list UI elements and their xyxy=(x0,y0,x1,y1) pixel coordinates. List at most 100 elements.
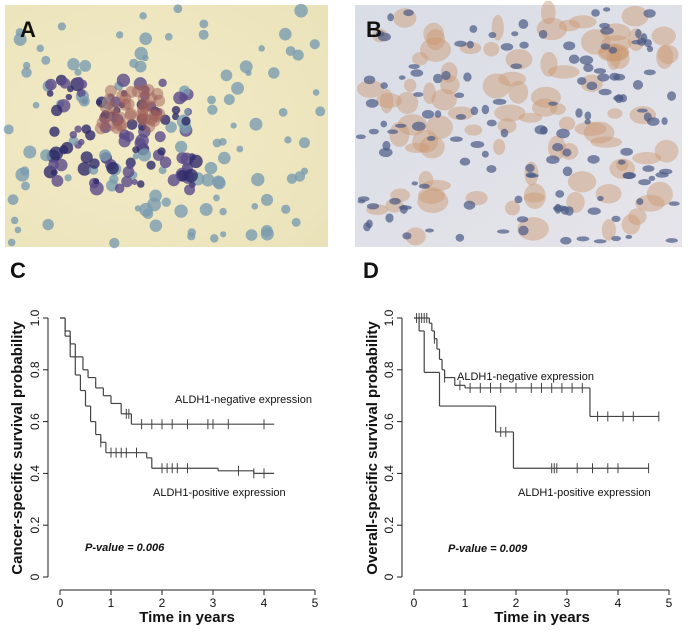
cell xyxy=(239,60,253,74)
nucleus xyxy=(613,95,624,102)
cell xyxy=(137,103,150,116)
cell xyxy=(74,68,82,76)
cell xyxy=(94,122,107,135)
cell xyxy=(124,107,137,120)
nucleus xyxy=(433,73,443,84)
y-tick-label: 1.0 xyxy=(28,309,42,326)
cell xyxy=(80,151,93,164)
cell xyxy=(426,29,446,51)
nucleus xyxy=(365,98,379,108)
nucleus xyxy=(486,119,497,127)
cell xyxy=(99,149,112,162)
cell xyxy=(134,205,142,212)
nucleus xyxy=(611,235,622,242)
cell xyxy=(207,95,216,105)
nucleus xyxy=(584,119,591,125)
nucleus xyxy=(421,109,435,119)
nucleus xyxy=(500,128,509,138)
cell xyxy=(219,207,227,216)
cell xyxy=(628,208,647,225)
cell xyxy=(396,91,419,114)
nucleus xyxy=(600,43,611,50)
nucleus xyxy=(470,106,479,116)
curve-label: ALDH1-positive expression xyxy=(153,487,286,499)
cell xyxy=(64,174,72,182)
x-tick-label: 1 xyxy=(462,596,469,610)
cell xyxy=(32,101,40,109)
nucleus xyxy=(403,9,414,17)
cell xyxy=(268,67,280,79)
nucleus xyxy=(556,128,570,139)
cell xyxy=(405,227,426,246)
cell xyxy=(89,181,104,196)
nucleus xyxy=(560,236,572,245)
nucleus xyxy=(402,232,412,240)
cell xyxy=(7,238,16,247)
nucleus xyxy=(555,190,565,198)
cell xyxy=(198,29,209,40)
cell xyxy=(74,125,82,133)
nucleus xyxy=(587,207,601,215)
nucleus xyxy=(525,163,535,173)
cell xyxy=(482,73,511,99)
cell xyxy=(213,176,226,190)
nucleus xyxy=(648,175,656,182)
nucleus xyxy=(411,121,426,132)
nucleus xyxy=(655,172,669,178)
y-tick-label: 0.6 xyxy=(28,413,42,430)
cell xyxy=(558,19,580,32)
nucleus xyxy=(609,72,621,81)
nucleus xyxy=(454,92,465,99)
cell xyxy=(173,4,183,14)
cell xyxy=(179,93,188,102)
cell xyxy=(55,158,68,172)
nucleus xyxy=(562,166,573,177)
cell xyxy=(48,159,59,170)
cell xyxy=(657,44,679,64)
nucleus xyxy=(597,195,604,202)
cell xyxy=(568,15,597,29)
x-tick-label: 5 xyxy=(666,596,673,610)
nucleus xyxy=(469,25,478,33)
nucleus xyxy=(611,215,621,223)
cell xyxy=(171,105,181,115)
nucleus xyxy=(636,37,647,46)
cell xyxy=(161,197,171,207)
cell xyxy=(115,31,124,39)
nucleus xyxy=(552,143,564,152)
nucleus xyxy=(455,114,467,120)
cell xyxy=(137,84,150,97)
curve-label: ALDH1-negative expression xyxy=(175,394,312,406)
nucleus xyxy=(410,69,424,77)
cell xyxy=(447,106,474,121)
nucleus xyxy=(481,104,490,115)
cell xyxy=(69,130,78,139)
nucleus xyxy=(389,197,401,205)
x-tick-label: 1 xyxy=(108,596,115,610)
nucleus xyxy=(394,123,407,128)
cell xyxy=(40,149,53,162)
cell xyxy=(389,121,410,148)
cell xyxy=(231,81,244,95)
cell xyxy=(281,204,291,214)
y-tick-label: 0.8 xyxy=(382,361,396,378)
nucleus xyxy=(398,75,406,80)
cell xyxy=(109,174,119,184)
cell xyxy=(483,42,500,57)
nucleus xyxy=(366,219,373,229)
cell xyxy=(210,234,219,243)
cell xyxy=(294,3,308,18)
cell xyxy=(126,119,138,130)
nucleus xyxy=(548,101,558,106)
nucleus xyxy=(577,77,587,85)
nucleus xyxy=(466,40,474,49)
cell xyxy=(312,89,320,96)
cell xyxy=(184,108,191,115)
cell xyxy=(154,131,166,143)
cell xyxy=(51,174,64,187)
cell xyxy=(417,187,446,204)
y-axis-title: Cancer-specific survival probability xyxy=(9,321,26,575)
cell xyxy=(635,194,665,212)
nucleus xyxy=(642,165,655,172)
